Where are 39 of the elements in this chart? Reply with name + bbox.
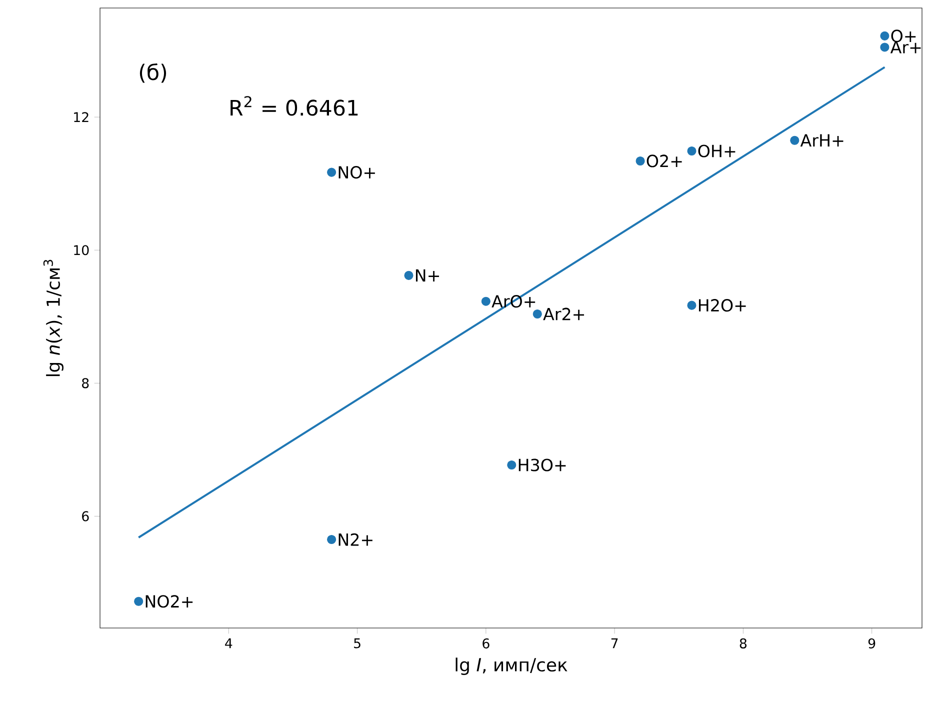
point	[327, 168, 336, 177]
y-tick-label: 12	[74, 112, 88, 122]
point	[481, 296, 490, 306]
x-tick-label: 4	[225, 638, 232, 648]
annotation: H3O+	[518, 458, 566, 472]
annotation: O+	[891, 30, 916, 42]
point	[687, 146, 696, 156]
point	[880, 31, 890, 40]
point	[636, 156, 645, 166]
annotation: N2+	[338, 533, 372, 546]
annotation: N+	[416, 269, 439, 282]
annotation: R$^{2}$ = 0.6461	[230, 96, 358, 116]
point	[532, 309, 542, 319]
x-tick-label: 6	[482, 638, 490, 648]
point	[404, 270, 414, 280]
y-tick-label: 10	[74, 245, 89, 256]
annotation: NO+	[338, 166, 375, 179]
point	[687, 300, 696, 310]
y-tick-label: 6	[82, 511, 89, 522]
y-tick-label: 8	[82, 378, 89, 388]
point	[507, 460, 516, 470]
x-tick-label: 5	[354, 638, 360, 648]
annotation: H2O+	[698, 299, 746, 312]
annotation: ArH+	[800, 134, 844, 146]
annotation: Ar+	[890, 41, 921, 54]
annotation: (б)	[140, 63, 166, 83]
point	[790, 136, 800, 145]
point	[327, 534, 336, 544]
x-tick-label: 9	[868, 638, 876, 648]
x-tick-label: 7	[611, 638, 618, 648]
x-tick-label: 8	[740, 638, 747, 648]
annotation: OH+	[698, 144, 736, 158]
point	[134, 596, 144, 606]
point	[880, 42, 890, 52]
x-axis-title: lg I, имп/сек	[456, 658, 568, 676]
y-axis-title: lg n(x), 1/см$^{3}$	[43, 260, 64, 376]
annotation: NO2+	[146, 595, 193, 608]
annotation: O2+	[646, 154, 682, 168]
annotation: Ar2+	[543, 308, 584, 320]
